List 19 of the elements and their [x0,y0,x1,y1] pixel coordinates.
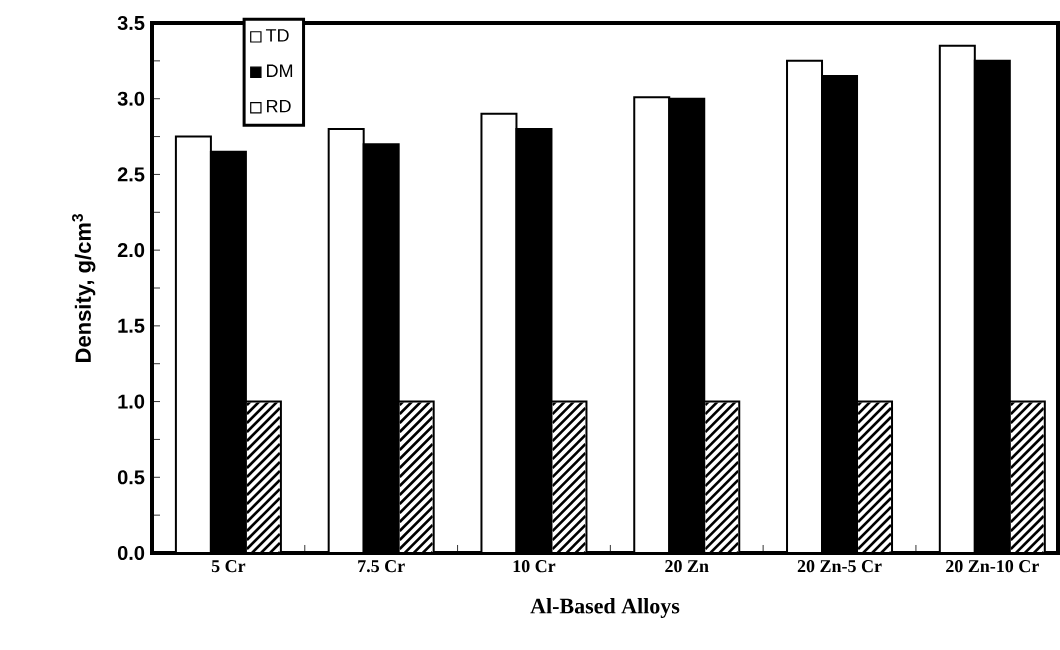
legend-label: DM [267,64,293,77]
y-tick-label: 2.0 [117,243,145,258]
legend-label: TD [265,29,289,42]
x-tick-label: 7.5 Cr [358,560,405,573]
x-tick-label: 20 Zn-5 Cr [797,560,882,573]
y-axis-title: Density, g/cm$^{3}$ [72,214,96,363]
x-axis-title: Al-Based Alloys [530,597,680,618]
x-tick-label: 5 Cr [211,560,246,573]
x-tick-label: 20 Zn-10 Cr [946,560,1039,573]
y-tick-label: 3.5 [117,15,145,31]
y-tick-label: 1.5 [118,318,145,333]
y-tick-label: 2.5 [117,167,145,182]
y-tick-label: 1.0 [118,394,145,409]
x-tick-label: 20 Zn [665,560,709,573]
y-tick-label: 0.0 [117,545,145,561]
y-tick-label: 0.5 [117,470,145,485]
x-tick-label: 10 Cr [513,560,556,573]
legend-label: RD [267,99,291,113]
y-tick-label: 3.0 [117,91,145,106]
